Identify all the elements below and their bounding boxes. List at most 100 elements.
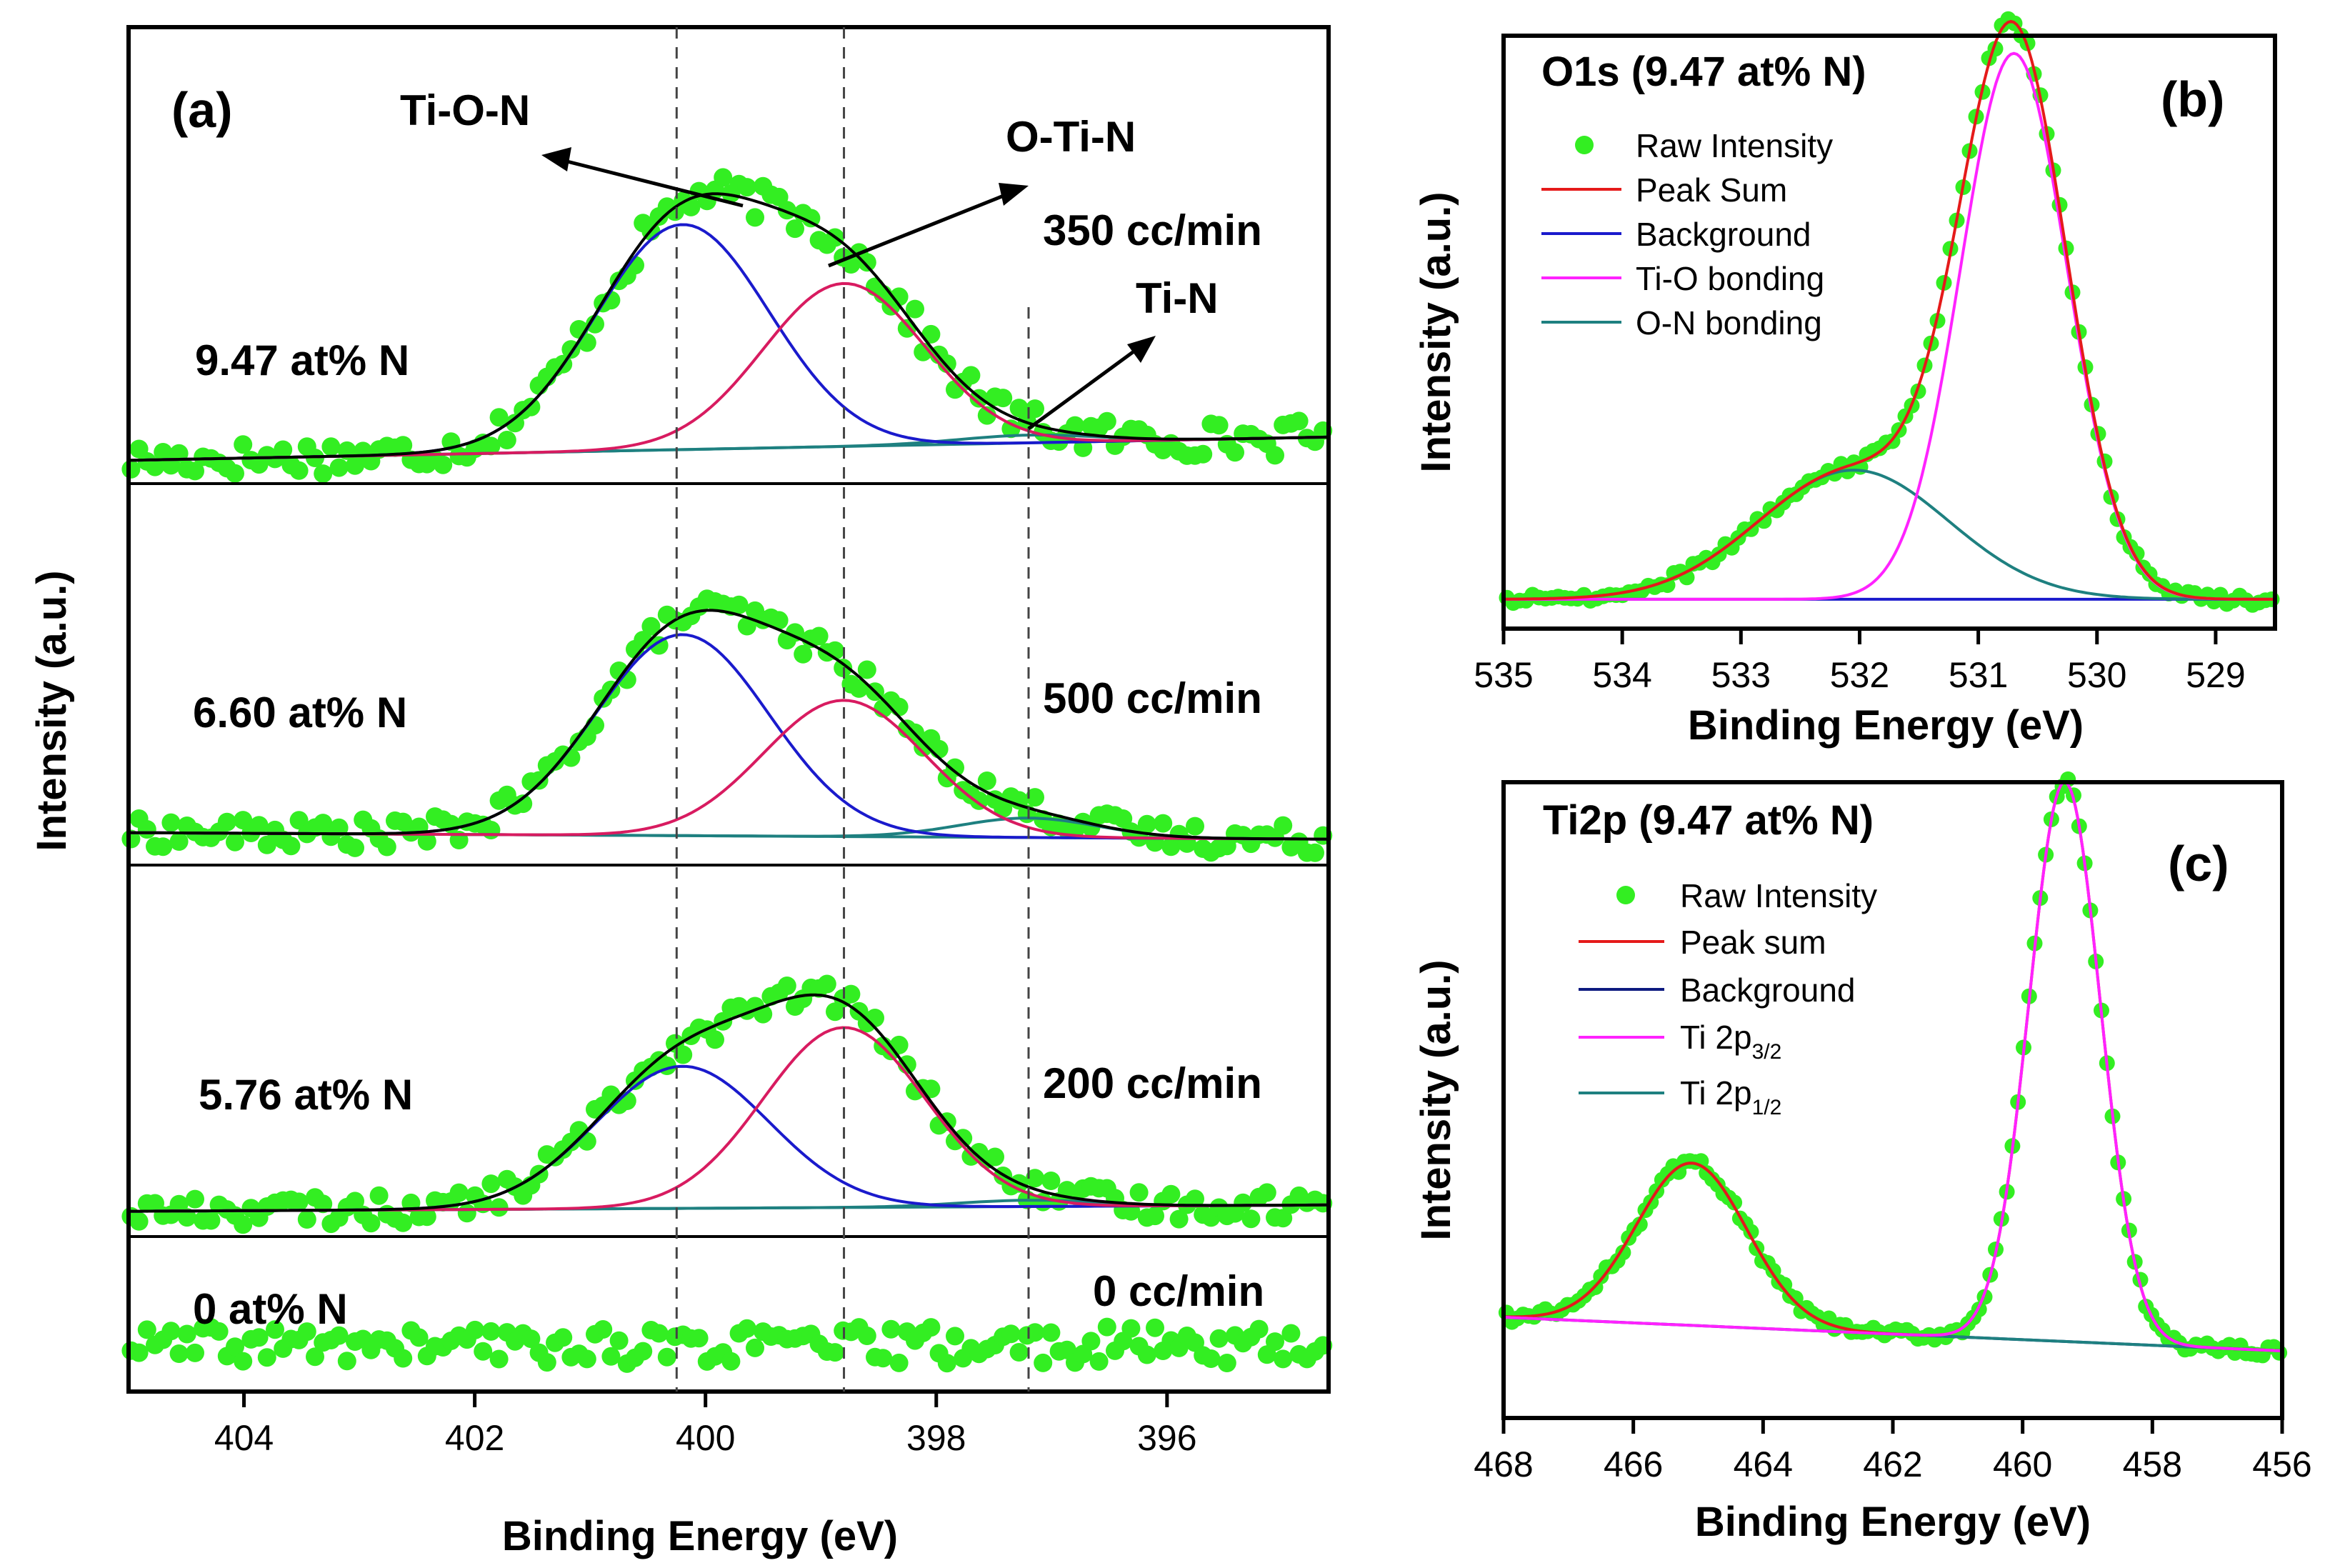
raw-data-point [889,1035,909,1054]
panel-c-x-tick-label: 462 [1863,1444,1922,1484]
raw-data-point [634,1342,653,1361]
raw-data-point [721,1352,741,1371]
raw-data-point [737,1319,756,1338]
raw-data-point [249,816,269,835]
raw-data-point [361,1214,381,1233]
raw-data-point [857,253,876,272]
raw-data-point [169,832,189,851]
raw-data-point [449,1183,469,1202]
raw-data-point [841,984,861,1004]
raw-data-point [889,287,909,306]
panel-a-x-tick-label: 396 [1137,1418,1196,1458]
raw-data-point [586,314,604,334]
raw-data-point [289,811,309,830]
o-ti-n-arrow [828,183,1029,268]
raw-data-point [921,1318,941,1337]
raw-data-point [889,1353,909,1372]
legend-o-n-label: O-N bonding [1636,304,1822,341]
raw-data-point [1001,419,1021,439]
panel-a-frame [126,25,1331,1394]
raw-data-point [394,436,413,455]
panel-c-legend: Raw Intensity Peak sum Background Ti 2p3… [1579,877,1877,1119]
raw-data-point [1137,814,1156,834]
raw-data-point [314,814,333,833]
raw-data-point [1787,1290,1804,1307]
panel-c-x-tick-label: 464 [1734,1444,1793,1484]
raw-data-point [481,1322,501,1341]
raw-data-point [1097,411,1116,431]
legend-raw-label: Raw Intensity [1680,877,1877,914]
raw-data-point [121,459,141,479]
raw-data-point [489,408,509,427]
raw-data-point [594,1320,613,1339]
panel-b-title: O1s (9.47 at% N) [1541,49,1866,95]
panel-a-x-tick-label: 398 [906,1418,966,1458]
raw-data-point [577,1132,596,1151]
raw-data-point [554,1328,573,1347]
raw-data-point [609,1331,629,1350]
raw-data-point [1041,1323,1061,1342]
panel-b-x-tick-label: 533 [1711,655,1771,695]
raw-data-point [2271,1344,2288,1361]
panel-a-x-axis: 404 402 400 398 396 [214,1392,1197,1458]
raw-data-point [1081,1332,1101,1351]
raw-data-point [794,644,813,664]
raw-data-point [1026,788,1044,807]
raw-data-point [1129,1183,1149,1202]
raw-data-point [394,1349,413,1368]
raw-data-point [137,1320,156,1339]
raw-data-point [1186,1189,1204,1209]
legend-peak-sum-label: Peak sum [1680,924,1826,961]
raw-data-point [1274,1349,1293,1369]
raw-data-point [746,1338,764,1357]
raw-data-point [226,1337,244,1357]
raw-data-point [529,771,549,790]
raw-data-point [289,461,309,480]
raw-data-point [714,168,733,187]
raw-data-point [689,1329,709,1348]
panel-c-x-axis: 468 466 464 462 460 458 456 [1474,1418,2312,1484]
raw-data-point [977,771,996,790]
raw-data-point [746,208,764,227]
raw-data-point [849,679,869,698]
raw-data-point [857,660,876,679]
raw-data-point [706,1030,724,1049]
raw-data-point [826,1002,844,1022]
raw-data-point [874,1349,893,1368]
panel-a-row-2 [121,589,1333,862]
raw-data-point [177,1324,196,1344]
raw-data-point [1266,446,1284,465]
panel-b-frame [1501,34,2277,631]
raw-data-point [786,219,804,239]
raw-data-point [129,1212,149,1231]
raw-data-point [497,431,516,449]
raw-data-point [306,1347,324,1367]
raw-data-point [729,595,749,614]
raw-data-point [257,835,276,854]
raw-data-point [889,697,909,716]
raw-data-point [1121,1319,1141,1338]
raw-data-point [1146,1318,1164,1337]
raw-data-point [601,1347,621,1366]
panel-a-row-1 [121,168,1333,484]
raw-data-point [1201,1349,1221,1368]
raw-data-point [866,1009,884,1027]
raw-data-point [217,812,236,832]
panel-b-x-axis-label: Binding Energy (eV) [1688,702,2084,749]
raw-data-point [394,1213,413,1232]
raw-data-point [521,397,541,416]
panel-b-x-tick-label: 531 [1949,655,2008,695]
panel-a-y-axis-label: Intensity (a.u.) [29,570,75,851]
raw-data-point [929,739,949,759]
raw-data-point [1089,1352,1109,1371]
raw-data-point [1234,1193,1253,1212]
raw-data-point [314,464,333,484]
raw-data-point [1306,843,1324,862]
raw-data-point [417,1207,436,1227]
raw-data-point [1026,1169,1044,1188]
panel-a-letter: (a) [171,82,233,138]
raw-data-point [329,458,349,477]
row-4-flow-label: 0 cc/min [1093,1267,1264,1315]
raw-data-point [1226,443,1244,462]
